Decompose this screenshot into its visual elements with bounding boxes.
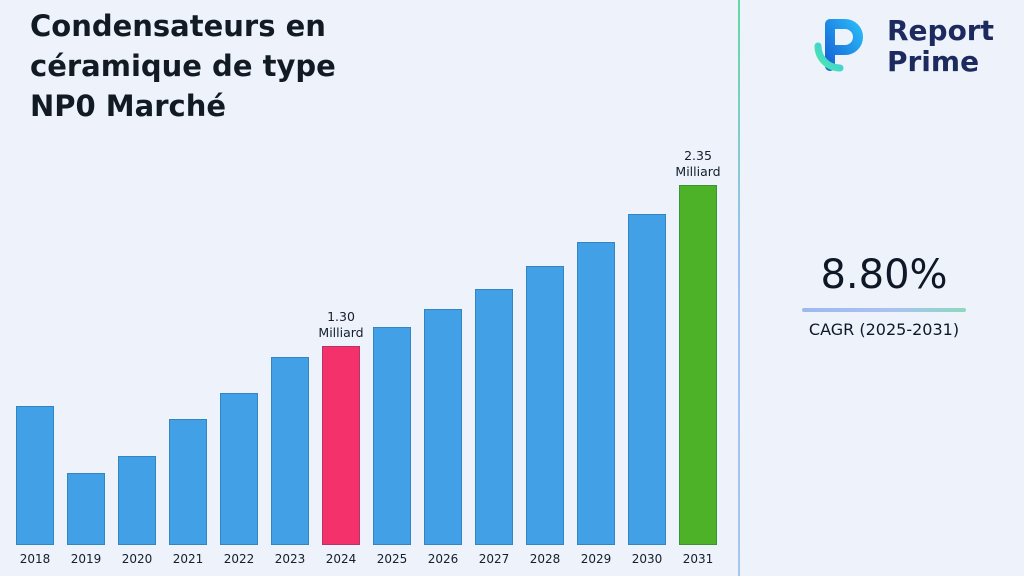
bar-2018 (16, 406, 54, 545)
brand-name-line-2: Prime (886, 45, 980, 78)
bar-slot-2029: 2029 (577, 242, 615, 566)
x-axis-label-2023: 2023 (274, 552, 306, 566)
bar-2026 (424, 309, 462, 545)
bar-slot-2028: 2028 (526, 266, 564, 566)
x-axis-label-2031: 2031 (682, 552, 714, 566)
bar-slot-2031: 2.35 Milliard 2031 (675, 148, 720, 566)
page-title-line-2: céramique de type (30, 49, 336, 83)
bar-2024 (322, 346, 360, 545)
brand-name: Report Prime (887, 15, 994, 77)
x-axis-label-2026: 2026 (427, 552, 459, 566)
bar-slot-2020: 2020 (118, 456, 156, 566)
x-axis-label-2030: 2030 (631, 552, 663, 566)
x-axis-label-2028: 2028 (529, 552, 561, 566)
cagr-underline (802, 308, 966, 312)
vertical-divider (738, 0, 740, 576)
x-axis-label-2020: 2020 (121, 552, 153, 566)
bar-2031 (679, 185, 717, 545)
x-axis-label-2018: 2018 (19, 552, 51, 566)
bar-slot-2021: 2021 (169, 419, 207, 566)
bar-2022 (220, 393, 258, 545)
report-prime-logo-icon (806, 14, 878, 78)
bar-2028 (526, 266, 564, 545)
bar-annotation-2024: 1.30 Milliard (318, 309, 364, 340)
x-axis-label-2029: 2029 (580, 552, 612, 566)
bar-2030 (628, 214, 666, 545)
page-title-line-1: Condensateurs en (30, 9, 326, 43)
bar-slot-2026: 2026 (424, 309, 462, 566)
brand-logo: Report Prime (806, 14, 994, 78)
bar-2023 (271, 357, 309, 545)
bar-slot-2025: 2025 (373, 327, 411, 566)
bar-slot-2019: 2019 (67, 473, 105, 566)
bar-2021 (169, 419, 207, 545)
bar-slot-2023: 2023 (271, 357, 309, 566)
bar-2029 (577, 242, 615, 545)
x-axis-label-2019: 2019 (70, 552, 102, 566)
page-title: Condensateurs en céramique de type NP0 M… (30, 6, 336, 126)
x-axis-label-2021: 2021 (172, 552, 204, 566)
x-axis-label-2024: 2024 (325, 552, 357, 566)
x-axis-label-2027: 2027 (478, 552, 510, 566)
x-axis-label-2022: 2022 (223, 552, 255, 566)
bar-chart: 2018 2019 2020 2021 2022 2023 1.30 Milliard 2024… (16, 148, 721, 566)
bar-annotation-2031: 2.35 Milliard (675, 148, 721, 179)
bar-slot-2024: 1.30 Milliard 2024 (318, 309, 363, 566)
cagr-value: 8.80% (820, 252, 948, 298)
bar-slot-2018: 2018 (16, 406, 54, 566)
x-axis-label-2025: 2025 (376, 552, 408, 566)
page-title-line-3: NP0 Marché (30, 89, 227, 123)
bar-2025 (373, 327, 411, 545)
brand-name-line-1: Report (886, 14, 994, 47)
bar-slot-2027: 2027 (475, 289, 513, 566)
bar-slot-2022: 2022 (220, 393, 258, 566)
bar-2027 (475, 289, 513, 545)
bar-2020 (118, 456, 156, 545)
bar-slot-2030: 2030 (628, 214, 666, 566)
cagr-label: CAGR (2025-2031) (808, 320, 960, 339)
bar-2019 (67, 473, 105, 545)
cagr-stat: 8.80% CAGR (2025-2031) (802, 252, 966, 339)
